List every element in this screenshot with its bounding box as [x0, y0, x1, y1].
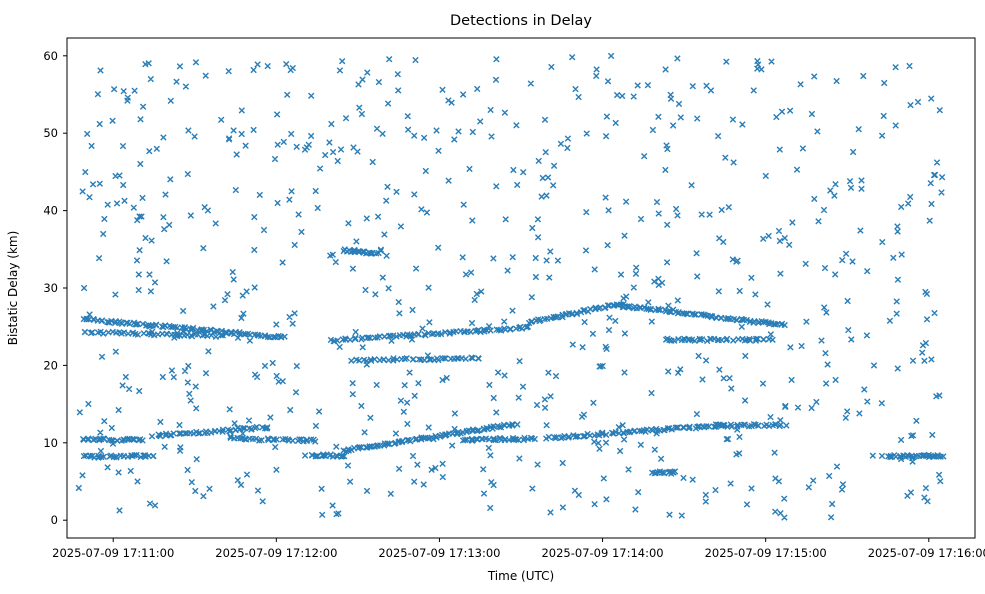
x-tick-label: 2025-07-09 17:11:00 [52, 546, 174, 560]
y-tick-label: 20 [43, 358, 58, 372]
plot-layer [75, 52, 947, 521]
y-tick-label: 30 [43, 281, 58, 295]
axes-background [67, 38, 975, 538]
y-tick-label: 40 [43, 204, 58, 218]
y-tick-label: 50 [43, 126, 58, 140]
y-tick-label: 10 [43, 436, 58, 450]
x-tick-label: 2025-07-09 17:16:00 [868, 546, 985, 560]
x-tick-label: 2025-07-09 17:12:00 [215, 546, 337, 560]
x-tick-label: 2025-07-09 17:15:00 [705, 546, 827, 560]
x-tick-label: 2025-07-09 17:14:00 [541, 546, 663, 560]
x-axis-label: Time (UTC) [487, 569, 554, 583]
y-axis-label: Bistatic Delay (km) [6, 231, 20, 346]
ticks-layer: 2025-07-09 17:11:00 2025-07-09 17:12:00 20… [43, 49, 985, 560]
y-tick-label: 60 [43, 49, 58, 63]
x-tick-label: 2025-07-09 17:13:00 [378, 546, 500, 560]
y-tick-label: 0 [51, 513, 58, 527]
scatter-points [75, 52, 947, 521]
chart-title: Detections in Delay [450, 13, 592, 29]
